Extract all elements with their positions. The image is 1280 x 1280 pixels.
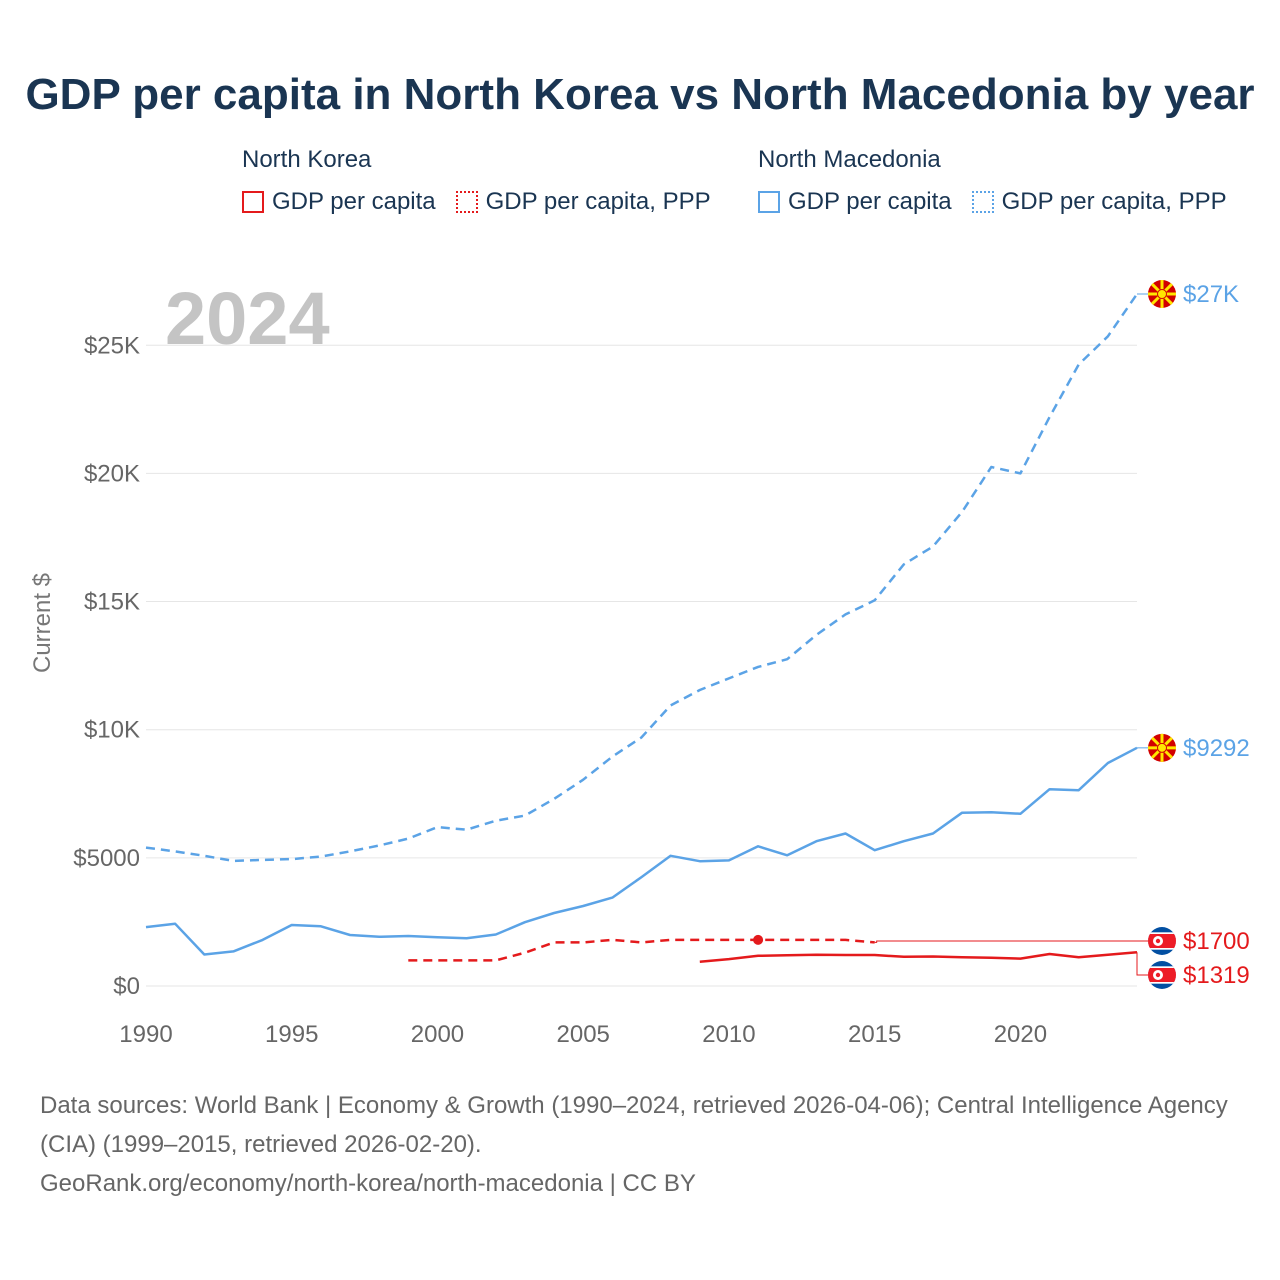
legend-group-north-korea: North Korea GDP per capita GDP per capit… (242, 146, 731, 216)
end-value-label: $27K (1183, 281, 1239, 308)
series-line[interactable] (145, 746, 1138, 956)
legend-group-north-macedonia: North Macedonia GDP per capita GDP per c… (758, 146, 1247, 216)
legend-group-name: North Macedonia (758, 146, 941, 173)
line-chart: 2024 Current $ $0 $5000 $10K $15K $20K $25K 1… (29, 277, 1250, 1048)
x-tick-label: 1995 (265, 1021, 318, 1048)
label-connector (874, 940, 1148, 943)
legend-swatch-dotted (971, 191, 994, 213)
end-label-north-korea: $1700 (874, 927, 1250, 955)
chart-title: GDP per capita in North Korea vs North M… (25, 70, 1255, 119)
y-axis-ticks: $0 $5000 $10K $15K $20K $25K (73, 332, 140, 1000)
x-tick-label: 2000 (411, 1021, 464, 1048)
y-tick-label: $20K (84, 460, 140, 487)
y-tick-label: $25K (84, 332, 140, 359)
end-label-north-macedonia: $9292 (1137, 733, 1250, 762)
end-value-label: $9292 (1183, 735, 1250, 762)
series-line[interactable] (408, 938, 875, 962)
gridlines (146, 344, 1137, 987)
flag-star (1155, 938, 1161, 944)
legend-item-nk-gdp[interactable]: GDP per capita (242, 188, 436, 216)
flag-sun (1157, 289, 1167, 299)
legend-item-nm-gdp[interactable]: GDP per capita (758, 188, 952, 216)
series-line[interactable] (145, 293, 1139, 863)
end-value-label: $1700 (1183, 928, 1250, 955)
series-line[interactable] (699, 950, 1138, 963)
y-tick-label: $15K (84, 589, 140, 616)
x-tick-label: 1990 (119, 1021, 172, 1048)
label-connector (1136, 952, 1148, 976)
end-value-label: $1319 (1183, 962, 1250, 989)
legend-item-nm-gdp-ppp[interactable]: GDP per capita, PPP (971, 188, 1227, 216)
data-point-marker[interactable] (753, 934, 764, 945)
source-url[interactable]: GeoRank.org/economy/north-korea/north-ma… (40, 1170, 696, 1197)
end-labels: $27K $9292 $1700 $1319 (874, 280, 1250, 989)
y-tick-label: $0 (113, 973, 140, 1000)
end-label-north-macedonia: $27K (1137, 280, 1239, 308)
y-tick-label: $10K (84, 717, 140, 744)
year-watermark: 2024 (165, 277, 330, 360)
series-lines (145, 293, 1139, 963)
legend-swatch-dotted (455, 191, 478, 213)
legend-group-name: North Korea (242, 146, 372, 173)
x-tick-label: 2020 (994, 1021, 1047, 1048)
flag-sun (1157, 742, 1167, 753)
end-label-north-korea: $1319 (1136, 952, 1250, 989)
x-tick-label: 2005 (557, 1021, 610, 1048)
y-axis-label: Current $ (29, 573, 56, 673)
flag-body (1148, 927, 1176, 955)
x-tick-label: 2015 (848, 1021, 901, 1048)
legend-label: GDP per capita, PPP (1001, 188, 1227, 215)
flag-star (1155, 972, 1161, 978)
flag-body (1148, 961, 1176, 989)
legend-label: GDP per capita (272, 188, 436, 215)
legend-label: GDP per capita (788, 188, 952, 215)
legend-label: GDP per capita, PPP (485, 188, 711, 215)
data-sources: Data sources: World Bank | Economy & Gro… (40, 1092, 1228, 1158)
legend-item-nk-gdp-ppp[interactable]: GDP per capita, PPP (455, 188, 711, 216)
legend-swatch-solid (242, 191, 264, 213)
x-tick-label: 2010 (702, 1021, 755, 1048)
x-axis-ticks: 1990 1995 2000 2005 2010 2015 2020 (119, 1021, 1047, 1048)
legend-swatch-solid (758, 191, 780, 213)
footer: Data sources: World Bank | Economy & Gro… (40, 1086, 1240, 1203)
y-tick-label: $5000 (73, 845, 140, 872)
